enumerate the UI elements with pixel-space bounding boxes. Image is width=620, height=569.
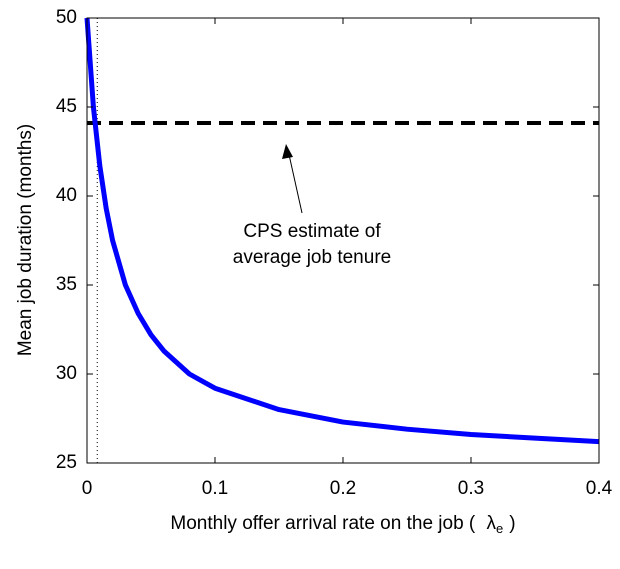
annotation-arrow (287, 149, 303, 214)
x-tick-label: 0.3 (458, 478, 484, 499)
data-line (84, 17, 600, 445)
x-tick-label: 0 (82, 478, 93, 499)
x-label-subscript: e (496, 521, 503, 536)
x-axis-label: Monthly offer arrival rate on the job ( … (170, 513, 515, 536)
y-tick-label: 45 (56, 96, 77, 117)
x-label-symbol: λ (487, 513, 497, 534)
annotation: CPS estimate of (243, 221, 381, 242)
y-tick-label: 40 (56, 185, 77, 206)
annotation: average job tenure (233, 247, 391, 268)
y-tick-label: 30 (56, 363, 77, 384)
y-tick-label: 25 (56, 452, 77, 473)
y-tick-label: 35 (56, 274, 77, 295)
x-tick-label: 0.2 (330, 478, 356, 499)
x-label-text: Monthly offer arrival rate on the job ( (170, 513, 476, 534)
annotation-arrowhead (282, 144, 293, 159)
y-axis-label: Mean job duration (months) (15, 124, 36, 356)
x-tick-label: 0.4 (586, 478, 613, 499)
x-tick-label: 0.1 (202, 478, 228, 499)
x-label-end: ) (509, 513, 515, 534)
y-tick-label: 50 (56, 7, 77, 28)
